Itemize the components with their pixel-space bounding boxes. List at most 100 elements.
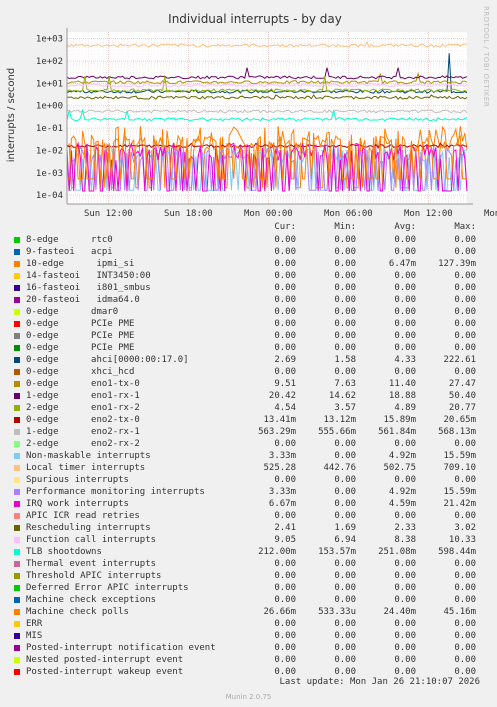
- legend-value-max: 0.00: [454, 619, 476, 629]
- legend-value-avg: 4.89: [394, 403, 416, 413]
- legend-value-max: 0.00: [454, 295, 476, 305]
- legend-column-header: Min:: [334, 222, 356, 232]
- legend-series-name: 1-edge eno1-rx-1: [26, 391, 140, 401]
- legend-value-avg: 4.92m: [388, 451, 416, 461]
- legend-value-max: 20.77: [448, 403, 476, 413]
- legend-swatch: [14, 513, 20, 519]
- series-line: [67, 134, 467, 180]
- legend-value-avg: 0.00: [394, 283, 416, 293]
- legend-column-header: Max:: [454, 222, 476, 232]
- legend-row: 0-edge eno2-tx-0 13.41m 13.12m 15.89m 20.65m: [0, 414, 497, 426]
- legend-row: Posted-interrupt notification event 0.00 0…: [0, 642, 497, 654]
- legend-value-max: 45.16m: [443, 607, 476, 617]
- legend-value-max: 0.00: [454, 667, 476, 677]
- legend-value-cur: 4.54: [274, 403, 296, 413]
- legend-value-cur: 0.00: [274, 259, 296, 269]
- legend-series-name: Local timer interrupts: [26, 463, 146, 473]
- legend-series-name: 14-fasteoi INT3450:00: [26, 271, 151, 281]
- legend-value-cur: 0.00: [274, 571, 296, 581]
- legend-value-cur: 0.00: [274, 511, 296, 521]
- legend-series-name: 0-edge PCIe PME: [26, 319, 135, 329]
- series-line: [66, 41, 467, 48]
- legend-series-name: 8-edge rtc0: [26, 235, 113, 245]
- legend-swatch: [14, 405, 20, 411]
- legend-value-min: 3.57: [334, 403, 356, 413]
- legend-value-cur: 0.00: [274, 667, 296, 677]
- legend-series-name: APIC ICR read retries: [26, 511, 140, 521]
- legend-swatch: [14, 237, 20, 243]
- legend-series-name: 0-edge eno1-tx-0: [26, 379, 140, 389]
- legend-row: Local timer interrupts 525.28 442.76 502.75…: [0, 462, 497, 474]
- legend-series-name: Rescheduling interrupts: [26, 523, 151, 533]
- legend-swatch: [14, 285, 20, 291]
- legend-value-cur: 0.00: [274, 331, 296, 341]
- legend-value-max: 50.40: [448, 391, 476, 401]
- legend-row: 0-edge PCIe PME 0.00 0.00 0.00 0.00: [0, 330, 497, 342]
- legend-series-name: 2-edge eno2-rx-2: [26, 439, 140, 449]
- legend-series-name: MIS: [26, 631, 43, 641]
- legend-swatch: [14, 417, 20, 423]
- legend-value-min: 1.69: [334, 523, 356, 533]
- legend-swatch: [14, 573, 20, 579]
- legend-value-avg: 4.33: [394, 355, 416, 365]
- y-tick-label: 1e+02: [36, 57, 63, 67]
- legend-swatch: [14, 357, 20, 363]
- legend-value-cur: 0.00: [274, 367, 296, 377]
- legend-value-min: 0.00: [334, 475, 356, 485]
- legend-value-max: 0.00: [454, 511, 476, 521]
- legend-row: TLB shootdowns 212.00m 153.57m 251.08m 598.4…: [0, 546, 497, 558]
- legend-value-avg: 0.00: [394, 571, 416, 581]
- legend-value-min: 0.00: [334, 655, 356, 665]
- legend-swatch: [14, 609, 20, 615]
- legend-value-min: 0.00: [334, 643, 356, 653]
- legend-series-name: Posted-interrupt notification event: [26, 643, 216, 653]
- legend-value-avg: 0.00: [394, 343, 416, 353]
- legend-series-name: Spurious interrupts: [26, 475, 129, 485]
- x-tick-label: Sun 12:00: [84, 209, 133, 219]
- legend-row: 0-edge dmar0 0.00 0.00 0.00 0.00: [0, 306, 497, 318]
- legend-row: ERR 0.00 0.00 0.00 0.00: [0, 618, 497, 630]
- legend-series-name: Posted-interrupt wakeup event: [26, 667, 184, 677]
- legend-value-min: 0.00: [334, 283, 356, 293]
- legend-column-header: Cur:: [274, 222, 296, 232]
- legend-value-avg: 0.00: [394, 619, 416, 629]
- legend-value-max: 0.00: [454, 643, 476, 653]
- rrdtool-credit: RRDTOOL / TOBI OETIKER: [482, 6, 490, 108]
- legend-value-min: 13.12m: [323, 415, 356, 425]
- legend-series-name: 2-edge eno1-rx-2: [26, 403, 140, 413]
- legend-value-cur: 0.00: [274, 619, 296, 629]
- legend-row: Function call interrupts 9.05 6.94 8.38 10.3…: [0, 534, 497, 546]
- legend-swatch: [14, 429, 20, 435]
- legend-value-max: 0.00: [454, 571, 476, 581]
- legend-value-min: 0.00: [334, 343, 356, 353]
- legend-value-avg: 24.40m: [383, 607, 416, 617]
- legend-swatch: [14, 645, 20, 651]
- y-axis-label: interrupts / second: [6, 68, 17, 162]
- legend-value-avg: 0.00: [394, 247, 416, 257]
- legend-value-min: 555.66m: [318, 427, 356, 437]
- legend-value-min: 7.63: [334, 379, 356, 389]
- legend-value-avg: 502.75: [383, 463, 416, 473]
- series-line: [66, 71, 468, 85]
- legend-value-max: 0.00: [454, 319, 476, 329]
- legend-series-name: Machine check exceptions: [26, 595, 157, 605]
- legend-swatch: [14, 669, 20, 675]
- legend-row: 0-edge xhci_hcd 0.00 0.00 0.00 0.00: [0, 366, 497, 378]
- legend-series-name: 16-fasteoi i801_smbus: [26, 283, 151, 293]
- legend-value-avg: 8.38: [394, 535, 416, 545]
- x-tick-label: Mon 18:00: [484, 209, 497, 219]
- legend-row: Machine check exceptions 0.00 0.00 0.00 0.00: [0, 594, 497, 606]
- legend-series-name: TLB shootdowns: [26, 547, 102, 557]
- legend-series-name: IRQ work interrupts: [26, 499, 129, 509]
- legend-value-avg: 4.59m: [388, 499, 416, 509]
- legend-value-max: 20.65m: [443, 415, 476, 425]
- legend-value-max: 0.00: [454, 283, 476, 293]
- legend-row: 9-fasteoi acpi 0.00 0.00 0.00 0.00: [0, 246, 497, 258]
- legend-swatch: [14, 369, 20, 375]
- legend-value-cur: 13.41m: [263, 415, 296, 425]
- y-tick-label: 1e-02: [36, 146, 63, 156]
- legend-value-avg: 6.47m: [388, 259, 416, 269]
- legend-value-avg: 561.84m: [378, 427, 416, 437]
- legend-value-cur: 0.00: [274, 655, 296, 665]
- legend-swatch: [14, 477, 20, 483]
